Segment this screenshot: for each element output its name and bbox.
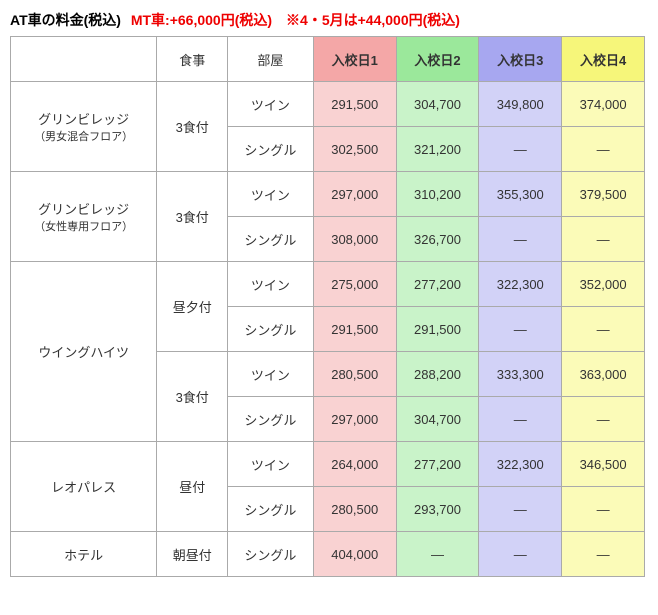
lodging-name: グリンビレッジ <box>38 202 129 217</box>
meal-cell: 3食付 <box>157 82 228 172</box>
price-cell: 304,700 <box>396 82 479 127</box>
price-cell: — <box>479 217 562 262</box>
room-cell: シングル <box>228 487 314 532</box>
lodging-leo: レオパレス <box>11 442 157 532</box>
price-cell: — <box>562 217 645 262</box>
price-cell: — <box>479 487 562 532</box>
row-wing-ld-twin: ウイングハイツ 昼夕付 ツイン 275,000 277,200 322,300 … <box>11 262 645 307</box>
room-cell: ツイン <box>228 352 314 397</box>
room-cell: シングル <box>228 397 314 442</box>
lodging-sub: （女性専用フロア） <box>34 221 133 233</box>
price-cell: 293,700 <box>396 487 479 532</box>
room-cell: ツイン <box>228 172 314 217</box>
price-cell: 310,200 <box>396 172 479 217</box>
price-cell: 280,500 <box>313 487 396 532</box>
lodging-green-women: グリンビレッジ （女性専用フロア） <box>11 172 157 262</box>
price-cell: — <box>396 532 479 577</box>
header-day2: 入校日2 <box>396 37 479 82</box>
header-row: 食事 部屋 入校日1 入校日2 入校日3 入校日4 <box>11 37 645 82</box>
price-cell: — <box>562 307 645 352</box>
lodging-hotel: ホテル <box>11 532 157 577</box>
price-cell: 308,000 <box>313 217 396 262</box>
price-cell: 275,000 <box>313 262 396 307</box>
title-main: AT車の料金(税込) <box>10 12 121 28</box>
lodging-wing: ウイングハイツ <box>11 262 157 442</box>
price-cell: 291,500 <box>313 307 396 352</box>
row-green-mix-twin: グリンビレッジ （男女混合フロア） 3食付 ツイン 291,500 304,70… <box>11 82 645 127</box>
price-cell: 322,300 <box>479 442 562 487</box>
price-cell: 297,000 <box>313 397 396 442</box>
lodging-green-mix: グリンビレッジ （男女混合フロア） <box>11 82 157 172</box>
price-cell: — <box>562 127 645 172</box>
price-cell: 355,300 <box>479 172 562 217</box>
price-cell: 304,700 <box>396 397 479 442</box>
lodging-sub: （男女混合フロア） <box>34 131 133 143</box>
header-blank <box>11 37 157 82</box>
meal-cell: 3食付 <box>157 172 228 262</box>
price-table: 食事 部屋 入校日1 入校日2 入校日3 入校日4 グリンビレッジ （男女混合フ… <box>10 36 645 577</box>
price-cell: 326,700 <box>396 217 479 262</box>
row-green-women-twin: グリンビレッジ （女性専用フロア） 3食付 ツイン 297,000 310,20… <box>11 172 645 217</box>
header-meal: 食事 <box>157 37 228 82</box>
room-cell: シングル <box>228 127 314 172</box>
price-cell: — <box>479 532 562 577</box>
price-cell: 346,500 <box>562 442 645 487</box>
header-day1: 入校日1 <box>313 37 396 82</box>
header-room: 部屋 <box>228 37 314 82</box>
meal-cell: 朝昼付 <box>157 532 228 577</box>
price-cell: 379,500 <box>562 172 645 217</box>
price-cell: 404,000 <box>313 532 396 577</box>
meal-cell: 昼付 <box>157 442 228 532</box>
room-cell: シングル <box>228 217 314 262</box>
row-leo-twin: レオパレス 昼付 ツイン 264,000 277,200 322,300 346… <box>11 442 645 487</box>
price-cell: 302,500 <box>313 127 396 172</box>
room-cell: シングル <box>228 307 314 352</box>
title-note: MT車:+66,000円(税込) ※4・5月は+44,000円(税込) <box>131 12 460 28</box>
price-cell: 297,000 <box>313 172 396 217</box>
price-cell: 264,000 <box>313 442 396 487</box>
room-cell: ツイン <box>228 82 314 127</box>
price-cell: 352,000 <box>562 262 645 307</box>
price-cell: 333,300 <box>479 352 562 397</box>
price-cell: 288,200 <box>396 352 479 397</box>
price-cell: 280,500 <box>313 352 396 397</box>
price-cell: 374,000 <box>562 82 645 127</box>
header-day3: 入校日3 <box>479 37 562 82</box>
header-day4: 入校日4 <box>562 37 645 82</box>
price-cell: — <box>479 397 562 442</box>
meal-cell: 3食付 <box>157 352 228 442</box>
room-cell: シングル <box>228 532 314 577</box>
price-cell: 349,800 <box>479 82 562 127</box>
room-cell: ツイン <box>228 262 314 307</box>
price-cell: — <box>562 532 645 577</box>
title-line: AT車の料金(税込) MT車:+66,000円(税込) ※4・5月は+44,00… <box>10 10 648 30</box>
price-cell: 322,300 <box>479 262 562 307</box>
lodging-name: グリンビレッジ <box>38 112 129 127</box>
meal-cell: 昼夕付 <box>157 262 228 352</box>
price-cell: — <box>562 397 645 442</box>
price-cell: — <box>479 307 562 352</box>
price-cell: — <box>562 487 645 532</box>
price-cell: 291,500 <box>396 307 479 352</box>
price-cell: 277,200 <box>396 442 479 487</box>
price-cell: 277,200 <box>396 262 479 307</box>
price-cell: — <box>479 127 562 172</box>
row-hotel: ホテル 朝昼付 シングル 404,000 — — — <box>11 532 645 577</box>
price-cell: 321,200 <box>396 127 479 172</box>
room-cell: ツイン <box>228 442 314 487</box>
price-cell: 363,000 <box>562 352 645 397</box>
price-cell: 291,500 <box>313 82 396 127</box>
